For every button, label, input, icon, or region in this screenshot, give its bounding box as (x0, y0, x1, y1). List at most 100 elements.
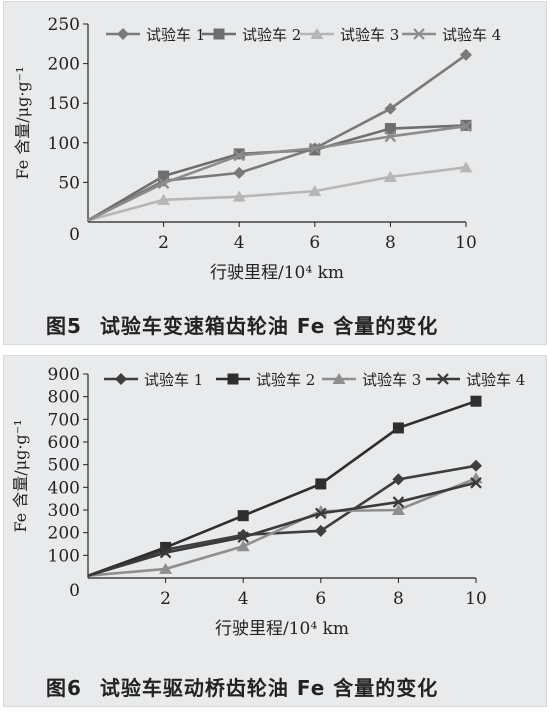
y-tick-label: 100 (48, 134, 80, 154)
y-tick-label: 0 (69, 225, 80, 245)
data-point (309, 144, 321, 156)
legend-marker (227, 373, 239, 385)
y-tick-label: 200 (48, 524, 80, 544)
data-point (232, 190, 246, 202)
data-point (233, 148, 245, 160)
figure-6-caption: 图6 试验车驱动桥齿轮油 Fe 含量的变化 (46, 672, 538, 701)
legend-marker (117, 28, 129, 40)
data-point (237, 510, 249, 522)
y-tick-label: 250 (48, 15, 80, 35)
data-point (157, 177, 170, 189)
figure-5-caption-label: 图5 (46, 314, 82, 338)
data-point (391, 504, 405, 515)
y-tick-label: 600 (48, 433, 80, 453)
x-tick-label: 10 (465, 589, 487, 609)
fe-gearbox-line-chart: 0 50 100 150 200 250 2 4 6 8 10 行驶里程/10⁴ km Fe 含量/μg… (13, 15, 501, 283)
y-tick-label: 300 (48, 501, 80, 521)
data-point (384, 123, 396, 135)
legend-entry: 试验车 4 (426, 371, 525, 389)
data-point (392, 496, 405, 508)
series-3 (87, 161, 473, 222)
figure-6-caption-text: 试验车驱动桥齿轮油 Fe 含量的变化 (99, 676, 439, 700)
figure-6-caption-label: 图6 (46, 676, 82, 700)
data-point (460, 120, 472, 132)
data-point (233, 149, 245, 162)
data-point (470, 395, 482, 407)
x-tick-label: 8 (385, 233, 396, 253)
series-line (87, 464, 477, 577)
legend-label: 试验车 1 (144, 371, 203, 389)
data-point (460, 48, 472, 61)
series-line (87, 399, 477, 577)
series-line (87, 53, 467, 222)
legend-entry: 试验车 3 (322, 371, 421, 389)
data-point (237, 528, 250, 541)
series-line (87, 124, 467, 222)
legend-label: 试验车 4 (442, 26, 501, 44)
data-point (392, 422, 404, 434)
legend-marker (115, 373, 127, 385)
data-point (233, 166, 246, 179)
x-tick-label: 2 (160, 589, 171, 609)
y-tick-label: 400 (48, 478, 80, 498)
figure-5-caption: 图5 试验车变速箱齿轮油 Fe 含量的变化 (46, 310, 538, 339)
legend-marker (310, 28, 324, 39)
series-line (87, 481, 477, 577)
data-point (308, 185, 322, 197)
series-4 (87, 120, 472, 222)
data-point (459, 161, 473, 173)
x-tick-label: 6 (309, 233, 320, 253)
series-line (87, 477, 477, 578)
data-point (157, 193, 171, 205)
legend-marker (332, 373, 346, 384)
y-axis-label: Fe 含量/μg·g⁻¹ (13, 66, 32, 179)
y-tick-label: 900 (48, 365, 80, 385)
x-tick-label: 4 (234, 233, 245, 253)
series-2 (87, 395, 482, 577)
series-line (87, 166, 467, 222)
y-tick-label: 700 (48, 410, 80, 430)
data-point (315, 507, 327, 520)
legend-marker (437, 373, 449, 385)
x-tick-label: 10 (455, 233, 477, 253)
data-point (383, 170, 397, 182)
legend-label: 试验车 1 (146, 26, 205, 44)
data-point (392, 473, 405, 486)
data-point (236, 540, 250, 552)
legend-label: 试验车 3 (340, 26, 399, 44)
data-point (160, 541, 172, 553)
data-point (315, 478, 327, 490)
legend-marker (413, 28, 425, 40)
data-point (159, 562, 173, 574)
legend-entry: 试验车 2 (216, 371, 315, 389)
data-point (470, 459, 482, 472)
y-tick-label: 200 (48, 55, 80, 75)
data-point (158, 170, 170, 182)
data-point (314, 524, 327, 537)
legend-label: 试验车 3 (362, 371, 421, 389)
y-tick-label: 500 (48, 456, 80, 476)
legend-entry: 试验车 3 (300, 26, 399, 44)
x-tick-label: 6 (315, 589, 326, 609)
data-point (159, 546, 172, 559)
series-4 (87, 477, 482, 577)
legend-marker (213, 28, 225, 40)
legend-label: 试验车 2 (242, 26, 301, 44)
y-tick-label: 150 (48, 94, 80, 114)
data-point (470, 477, 482, 489)
x-tick-label: 8 (393, 589, 404, 609)
x-tick-label: 4 (238, 589, 249, 609)
data-point (384, 130, 397, 143)
x-axis-label: 行驶里程/10⁴ km (210, 263, 344, 283)
legend-entry: 试验车 4 (402, 26, 501, 44)
data-point (309, 142, 321, 155)
figure-6-panel: 0 100 200 300 400 500 600 700 800 900 2 4 6 8 10 行驶里程/1… (4, 356, 546, 706)
y-tick-label: 100 (48, 546, 80, 566)
figure-5-caption-text: 试验车变速箱齿轮油 Fe 含量的变化 (99, 314, 439, 338)
data-point (237, 531, 249, 543)
x-axis-label: 行驶里程/10⁴ km (215, 619, 349, 639)
legend-entry: 试验车 1 (104, 371, 203, 389)
legend-label: 试验车 4 (466, 371, 525, 389)
y-tick-label: 800 (48, 388, 80, 408)
